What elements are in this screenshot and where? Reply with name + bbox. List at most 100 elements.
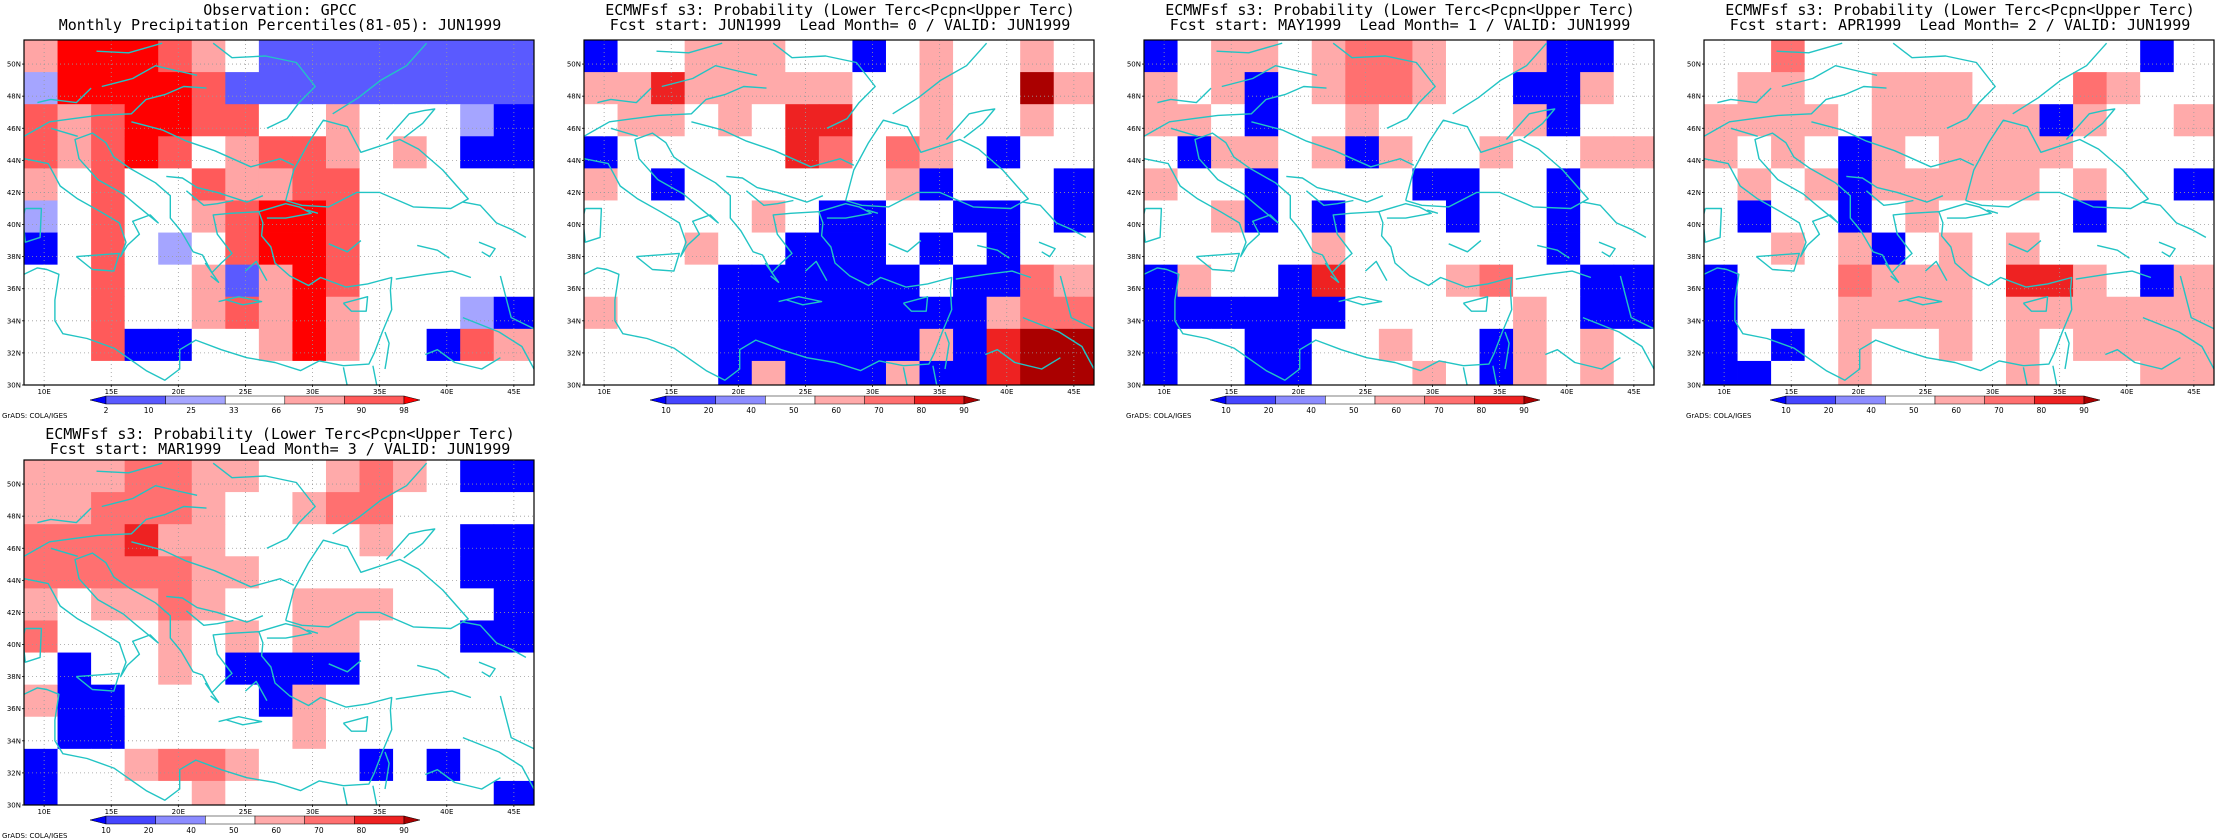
grid-cell <box>24 748 58 782</box>
lat-tick-label: 50N <box>1127 61 1141 69</box>
lon-tick-label: 40E <box>440 388 453 396</box>
grid-cell <box>258 748 293 782</box>
grid-cell <box>460 264 495 298</box>
grid-cell <box>57 360 92 386</box>
grid-cell <box>91 104 126 137</box>
coastline <box>2008 240 2042 253</box>
grid-cell <box>885 328 920 362</box>
colorbar-swatch <box>1523 395 1541 405</box>
colorbar-label: 80 <box>357 826 367 835</box>
grid-cell <box>1580 40 1615 73</box>
colorbar-swatch <box>1325 395 1376 405</box>
panel-title-line-1: ECMWFsf s3: Probability (Lower Terc<Pcpn… <box>1725 1 2195 19</box>
panel-title-line-2: Fcst start: JUN1999 Lead Month= 0 / VALI… <box>609 16 1071 34</box>
grid-cell <box>885 40 920 73</box>
grid-cell <box>124 716 159 750</box>
grid-cell <box>1020 264 1055 298</box>
grid-cell <box>393 328 428 362</box>
grid-cell <box>24 588 58 621</box>
grid-cell <box>1804 168 1839 201</box>
grid-cell <box>2005 168 2040 201</box>
grid-cell <box>225 780 260 806</box>
grid-cell <box>1905 360 1940 386</box>
grid-cell <box>1938 104 1973 137</box>
grid-cell <box>393 360 428 386</box>
coastline <box>462 621 527 659</box>
lat-tick-label: 44N <box>567 157 581 165</box>
credit-text: GrADS: COLA/IGES <box>2 832 68 840</box>
grid-cell <box>1871 104 1906 137</box>
colorbar-label: 80 <box>917 406 927 415</box>
credit-text: GrADS: COLA/IGES <box>1686 412 1752 420</box>
grid-cell <box>1412 360 1447 386</box>
grid-cell <box>1804 136 1839 169</box>
grid-cell <box>292 328 327 362</box>
grid-cell <box>718 296 753 330</box>
grid-cell <box>1771 104 1806 137</box>
grid-cell <box>91 716 126 750</box>
coastline <box>285 539 469 630</box>
coastline <box>372 365 378 385</box>
grid-cell <box>124 40 159 73</box>
grid-cell <box>2140 328 2175 362</box>
lat-tick-label: 50N <box>1687 61 1701 69</box>
lon-tick-label: 30E <box>1426 388 1439 396</box>
lon-tick-label: 45E <box>507 808 520 816</box>
grid-cell <box>1345 232 1380 266</box>
grid-cell <box>258 360 293 386</box>
grid-cell <box>1905 200 1940 233</box>
grid-cell <box>2073 40 2108 73</box>
grid-cell <box>325 748 360 782</box>
coastline <box>656 42 723 54</box>
colorbar-swatch <box>165 395 226 405</box>
lat-tick-label: 48N <box>7 93 21 101</box>
grid-cell <box>617 232 652 266</box>
lon-tick-label: 15E <box>1785 388 1798 396</box>
grid-cell <box>2140 296 2175 330</box>
grid-cell <box>1211 40 1246 73</box>
lat-tick-label: 34N <box>567 317 581 325</box>
coastline <box>778 296 823 306</box>
grid-cell <box>158 232 193 266</box>
coastlines <box>24 462 534 805</box>
coastline <box>244 680 268 702</box>
coastline <box>1144 207 1163 243</box>
grid-cell <box>426 40 461 73</box>
grid-cell <box>852 72 887 105</box>
grid-cell <box>785 200 820 233</box>
map-frame <box>23 39 535 386</box>
grid-cell <box>1479 296 1514 330</box>
grid-cell <box>225 232 260 266</box>
grid-cell <box>2039 232 2074 266</box>
map-frame <box>23 459 535 806</box>
grid-cell <box>225 588 260 621</box>
coastline <box>818 202 872 219</box>
grid-cell <box>426 360 461 386</box>
grid-cell <box>2140 136 2175 169</box>
grid-cell <box>292 524 327 557</box>
grid-cell <box>1905 72 1940 105</box>
grid-cell <box>124 780 159 806</box>
coastline <box>1093 157 1094 199</box>
coastline <box>212 462 316 549</box>
grid-cell <box>460 232 495 266</box>
grid-cell <box>1513 296 1548 330</box>
coastline <box>1755 252 1801 272</box>
grid-cell <box>1345 72 1380 105</box>
lon-tick-label: 15E <box>105 388 118 396</box>
grid-cells <box>24 460 535 806</box>
lat-tick-label: 48N <box>7 513 21 521</box>
grid-cell <box>818 168 853 201</box>
grid-cell <box>225 360 260 386</box>
coastline <box>24 505 207 557</box>
grid-cell <box>1580 104 1615 137</box>
map-frame <box>1143 39 1655 386</box>
grid-cell <box>1871 264 1906 298</box>
coastline <box>1717 87 1772 104</box>
grid-cell <box>393 652 428 686</box>
grid-cell <box>2140 200 2175 233</box>
grid-cell <box>2140 40 2175 73</box>
grid-cell <box>986 72 1021 105</box>
grid-cell <box>225 652 260 686</box>
grid-cell <box>2005 104 2040 137</box>
